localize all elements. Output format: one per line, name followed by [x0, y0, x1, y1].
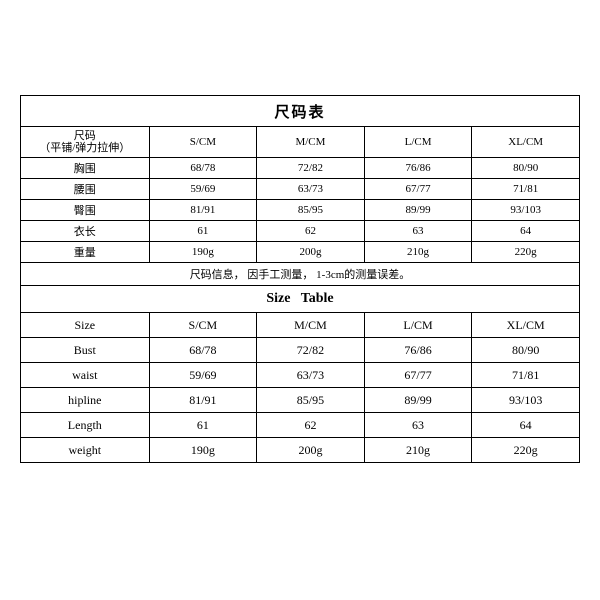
- table-row: Length61626364: [21, 413, 580, 438]
- row-label-en-3: Length: [21, 413, 150, 438]
- row-label-cn-3: 衣长: [21, 221, 150, 242]
- row-label-en-2: hipline: [21, 388, 150, 413]
- row-label-header-cn: 尺码（平铺/弹力拉伸）: [21, 127, 150, 158]
- cell-cn-3-0: 61: [149, 221, 257, 242]
- cell-cn-2-3: 93/103: [472, 200, 580, 221]
- col-header-cn-3: XL/CM: [472, 127, 580, 158]
- col-header-cn-0: S/CM: [149, 127, 257, 158]
- size-table-cn: 尺码表尺码（平铺/弹力拉伸）S/CMM/CML/CMXL/CM胸围68/7872…: [20, 95, 580, 286]
- table-title-en: Size Table: [21, 286, 580, 313]
- cell-cn-2-2: 89/99: [364, 200, 472, 221]
- cell-cn-3-1: 62: [257, 221, 365, 242]
- cell-cn-2-1: 85/95: [257, 200, 365, 221]
- cell-en-2-3: 93/103: [472, 388, 580, 413]
- cell-en-1-1: 63/73: [257, 363, 365, 388]
- cell-en-4-1: 200g: [257, 438, 365, 463]
- table-row: 尺码表: [21, 96, 580, 127]
- size-tables: 尺码表尺码（平铺/弹力拉伸）S/CMM/CML/CMXL/CM胸围68/7872…: [20, 95, 580, 463]
- cell-en-1-0: 59/69: [149, 363, 257, 388]
- col-header-cn-2: L/CM: [364, 127, 472, 158]
- row-label-header-en: Size: [21, 313, 150, 338]
- cell-en-0-0: 68/78: [149, 338, 257, 363]
- table-row: 重量190g200g210g220g: [21, 242, 580, 263]
- cell-en-3-1: 62: [257, 413, 365, 438]
- row-label-cn-0: 胸围: [21, 158, 150, 179]
- cell-en-3-2: 63: [364, 413, 472, 438]
- cell-cn-1-3: 71/81: [472, 179, 580, 200]
- table-row: 胸围68/7872/8276/8680/90: [21, 158, 580, 179]
- cell-en-2-0: 81/91: [149, 388, 257, 413]
- note-cn: 尺码信息， 因手工测量， 1-3cm的测量误差。: [21, 263, 580, 286]
- cell-cn-0-3: 80/90: [472, 158, 580, 179]
- cell-cn-3-2: 63: [364, 221, 472, 242]
- cell-cn-1-0: 59/69: [149, 179, 257, 200]
- cell-en-2-2: 89/99: [364, 388, 472, 413]
- cell-cn-0-1: 72/82: [257, 158, 365, 179]
- cell-cn-0-0: 68/78: [149, 158, 257, 179]
- cell-en-0-1: 72/82: [257, 338, 365, 363]
- table-row: Size Table: [21, 286, 580, 313]
- table-title-cn: 尺码表: [21, 96, 580, 127]
- cell-cn-4-2: 210g: [364, 242, 472, 263]
- table-row: SizeS/CMM/CML/CMXL/CM: [21, 313, 580, 338]
- cell-en-3-0: 61: [149, 413, 257, 438]
- cell-en-3-3: 64: [472, 413, 580, 438]
- cell-cn-3-3: 64: [472, 221, 580, 242]
- row-label-cn-2: 臀围: [21, 200, 150, 221]
- row-label-en-4: weight: [21, 438, 150, 463]
- cell-cn-4-1: 200g: [257, 242, 365, 263]
- cell-en-1-2: 67/77: [364, 363, 472, 388]
- cell-cn-1-1: 63/73: [257, 179, 365, 200]
- cell-en-0-2: 76/86: [364, 338, 472, 363]
- cell-en-4-2: 210g: [364, 438, 472, 463]
- table-row: hipline81/9185/9589/9993/103: [21, 388, 580, 413]
- header-line1: 尺码: [21, 130, 149, 142]
- cell-cn-4-0: 190g: [149, 242, 257, 263]
- cell-en-2-1: 85/95: [257, 388, 365, 413]
- col-header-en-0: S/CM: [149, 313, 257, 338]
- table-row: waist59/6963/7367/7771/81: [21, 363, 580, 388]
- col-header-cn-1: M/CM: [257, 127, 365, 158]
- table-row: weight190g200g210g220g: [21, 438, 580, 463]
- cell-en-0-3: 80/90: [472, 338, 580, 363]
- cell-en-1-3: 71/81: [472, 363, 580, 388]
- col-header-en-3: XL/CM: [472, 313, 580, 338]
- table-row: 尺码信息， 因手工测量， 1-3cm的测量误差。: [21, 263, 580, 286]
- cell-cn-1-2: 67/77: [364, 179, 472, 200]
- cell-cn-0-2: 76/86: [364, 158, 472, 179]
- col-header-en-2: L/CM: [364, 313, 472, 338]
- size-table-en: Size TableSizeS/CMM/CML/CMXL/CMBust68/78…: [20, 285, 580, 463]
- table-row: Bust68/7872/8276/8680/90: [21, 338, 580, 363]
- row-label-en-1: waist: [21, 363, 150, 388]
- row-label-cn-1: 腰围: [21, 179, 150, 200]
- table-row: 尺码（平铺/弹力拉伸）S/CMM/CML/CMXL/CM: [21, 127, 580, 158]
- row-label-en-0: Bust: [21, 338, 150, 363]
- cell-en-4-0: 190g: [149, 438, 257, 463]
- table-row: 腰围59/6963/7367/7771/81: [21, 179, 580, 200]
- cell-en-4-3: 220g: [472, 438, 580, 463]
- header-line2: （平铺/弹力拉伸）: [21, 142, 149, 154]
- col-header-en-1: M/CM: [257, 313, 365, 338]
- cell-cn-4-3: 220g: [472, 242, 580, 263]
- row-label-cn-4: 重量: [21, 242, 150, 263]
- cell-cn-2-0: 81/91: [149, 200, 257, 221]
- table-row: 臀围81/9185/9589/9993/103: [21, 200, 580, 221]
- table-row: 衣长61626364: [21, 221, 580, 242]
